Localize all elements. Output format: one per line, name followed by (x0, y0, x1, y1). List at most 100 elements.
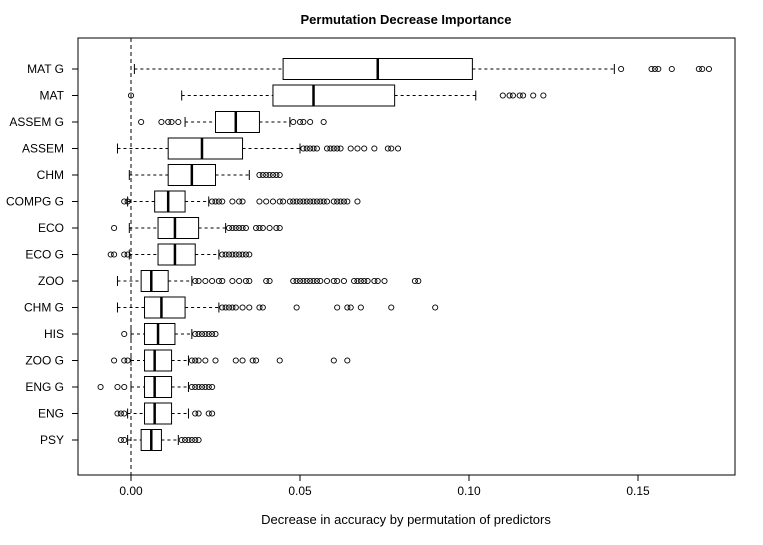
outlier-point (293, 304, 300, 311)
outlier-point (320, 198, 327, 205)
outlier-point (361, 277, 368, 285)
outlier-point (229, 304, 236, 311)
outlier-point (253, 357, 260, 364)
outlier-point (182, 436, 189, 444)
outlier-point (307, 118, 314, 126)
iqr-box (144, 323, 176, 345)
outlier-point (232, 224, 239, 232)
outlier-point (111, 357, 118, 364)
y-label-assem: ASSEM (22, 142, 64, 156)
outlier-point (127, 92, 135, 99)
outlier-point (256, 224, 263, 232)
y-label-eco: ECO (38, 221, 64, 235)
outlier-point (344, 357, 351, 364)
outlier-point (114, 410, 121, 417)
outlier-point (540, 92, 547, 99)
outlier-point (499, 92, 506, 99)
outlier-point (259, 224, 266, 232)
outlier-point (357, 277, 364, 285)
outlier-point (388, 304, 395, 311)
outlier-point (432, 304, 439, 311)
outlier-point (388, 145, 395, 152)
outlier-point (219, 251, 226, 258)
x-tick-label: 0.05 (288, 484, 312, 498)
outlier-point (232, 251, 239, 258)
y-label-mat: MAT (40, 89, 65, 103)
outlier-point (516, 92, 523, 99)
outlier-point (300, 145, 307, 152)
outlier-point (330, 277, 337, 285)
outlier-point (334, 198, 341, 205)
outlier-point (195, 330, 202, 338)
outlier-point (330, 198, 337, 205)
outlier-point (344, 304, 351, 311)
outlier-point (239, 357, 246, 364)
x-axis: 0.00 0.05 0.10 0.15 (119, 474, 650, 498)
y-label-zoo: ZOO (38, 274, 64, 288)
outlier-point (371, 277, 378, 285)
box-mat-g (133, 58, 713, 80)
outlier-point (138, 118, 145, 126)
outlier-point (266, 277, 273, 285)
outlier-point (212, 357, 219, 364)
outlier-point (117, 436, 124, 444)
outlier-point (330, 357, 337, 364)
outlier-point (114, 383, 121, 391)
outlier-point (158, 118, 165, 126)
outlier-point (276, 171, 283, 179)
outlier-point (192, 436, 199, 444)
outlier-point (121, 251, 128, 258)
outlier-point (307, 198, 314, 205)
outlier-point (506, 92, 513, 99)
outlier-point (256, 304, 263, 311)
outlier-point (111, 251, 118, 258)
outlier-point (273, 171, 280, 179)
outlier-point (219, 304, 226, 311)
outlier-point (198, 383, 206, 391)
outlier-point (212, 330, 219, 338)
outlier-point (699, 65, 706, 73)
outlier-point (192, 330, 199, 338)
outlier-point (705, 65, 713, 73)
outlier-point (354, 277, 361, 285)
outlier-point (236, 251, 243, 258)
outlier-point (317, 198, 324, 205)
iqr-box (157, 217, 200, 239)
outlier-point (323, 145, 331, 152)
outlier-point (317, 277, 324, 285)
outlier-point (188, 383, 195, 391)
iqr-box (157, 243, 196, 266)
box-zoo-g (111, 349, 351, 372)
outlier-point (107, 251, 114, 258)
box-eng (114, 402, 216, 425)
box-chm-g (116, 296, 439, 319)
outlier-point (337, 145, 344, 152)
outlier-point (357, 304, 364, 311)
outlier-point (394, 145, 402, 152)
outlier-point (239, 198, 246, 205)
outlier-point (310, 145, 317, 152)
outlier-point (209, 277, 216, 285)
iqr-box (167, 137, 244, 160)
outlier-point (618, 65, 625, 73)
box-mat (127, 84, 547, 107)
outlier-point (222, 304, 229, 311)
outlier-point (313, 145, 320, 152)
iqr-box (144, 402, 173, 425)
box-compg-g (121, 190, 361, 213)
y-label-assem-g: ASSEM G (9, 115, 64, 129)
outlier-point (344, 198, 351, 205)
outlier-point (300, 118, 307, 126)
iqr-box (140, 270, 169, 292)
outlier-point (195, 436, 202, 444)
outlier-point (509, 92, 516, 99)
outlier-point (175, 118, 182, 126)
outlier-point (280, 198, 287, 205)
y-axis-labels: MAT G MAT ASSEM G ASSEM CHM COMPG G ECO ECO G ZO… (6, 62, 78, 447)
y-label-chm-g: CHM G (24, 301, 64, 315)
outlier-point (668, 65, 675, 73)
outlier-point (259, 171, 266, 179)
iqr-box (215, 111, 260, 133)
outlier-point (300, 198, 307, 205)
outlier-point (384, 145, 391, 152)
